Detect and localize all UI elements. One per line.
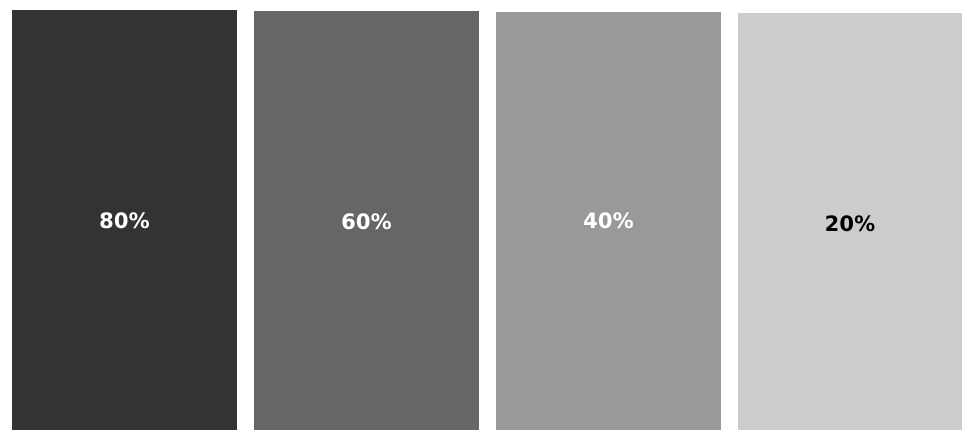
swatch-label: 20% — [824, 211, 876, 236]
swatch-20-percent: 20% — [738, 13, 962, 430]
swatch-label: 80% — [99, 209, 150, 233]
swatch-label: 40% — [583, 209, 634, 233]
swatch-80-percent: 80% — [12, 10, 237, 430]
swatch-60-percent: 60% — [254, 11, 479, 430]
swatch-40-percent: 40% — [496, 12, 721, 430]
swatch-label: 60% — [341, 209, 392, 234]
